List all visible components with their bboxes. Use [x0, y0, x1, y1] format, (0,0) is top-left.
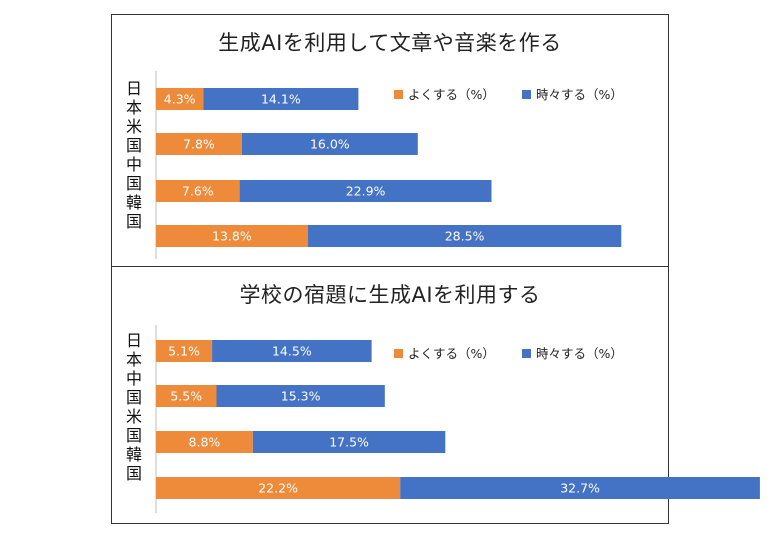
data-label: 13.8% [212, 229, 252, 244]
bar-often-米国 [156, 431, 253, 453]
legend-swatch [522, 90, 531, 99]
legend-swatch [394, 90, 403, 99]
bar-often-日本 [156, 88, 204, 110]
legend-swatch [522, 349, 531, 358]
bar-often-米国 [156, 133, 242, 155]
data-label: 7.8% [183, 137, 215, 152]
category-labels: 日本中国米国韓国 [125, 331, 142, 483]
data-label: 5.1% [168, 344, 200, 359]
bar-sometimes-韓国 [307, 225, 622, 247]
bar-sometimes-米国 [241, 133, 418, 155]
data-label: 16.0% [310, 137, 350, 152]
chart-plot: 4.3% 14.1% 7.8% 16.0% 7.6% 22.9% 13.8% 28.5% よくす… [155, 71, 623, 259]
chart-title: 生成AIを利用して文章や音楽を作る [218, 31, 562, 55]
bar-often-韓国 [156, 225, 308, 247]
legend-swatch [394, 349, 403, 358]
bar-often-中国 [156, 180, 240, 202]
legend-label: よくする（%） [408, 87, 495, 102]
chart-title: 学校の宿題に生成AIを利用する [239, 283, 541, 307]
data-label: 32.7% [560, 481, 600, 496]
category-labels: 日本米国中国韓国 [125, 79, 142, 231]
bar-sometimes-日本 [212, 340, 372, 362]
data-label: 4.3% [164, 92, 196, 107]
data-label: 22.2% [258, 481, 298, 496]
legend-label: 時々する（%） [536, 346, 623, 361]
data-label: 7.6% [182, 184, 214, 199]
chart-panel-homework: 学校の宿題に生成AIを利用する 日本中国米国韓国 5.1% 14.5% 5.5% 15… [111, 266, 760, 524]
bar-often-中国 [156, 385, 217, 407]
data-label: 15.3% [281, 389, 321, 404]
chart-plot: 5.1% 14.5% 5.5% 15.3% 8.8% 17.5% 22.2% 32.7% よくす… [155, 325, 760, 513]
bar-sometimes-中国 [239, 180, 492, 202]
legend-label: 時々する（%） [536, 87, 623, 102]
bar-often-日本 [156, 340, 213, 362]
data-label: 14.5% [272, 344, 312, 359]
data-label: 22.9% [346, 184, 386, 199]
bar-sometimes-中国 [216, 385, 385, 407]
data-label: 17.5% [329, 435, 369, 450]
chart-panel-generate-content: 生成AIを利用して文章や音楽を作る 日本米国中国韓国 4.3% 14.1% 7.8%… [111, 14, 669, 268]
data-label: 8.8% [189, 435, 221, 450]
bar-sometimes-韓国 [400, 477, 760, 499]
bar-sometimes-日本 [203, 88, 359, 110]
legend-label: よくする（%） [408, 346, 495, 361]
bar-sometimes-米国 [252, 431, 446, 453]
data-label: 14.1% [261, 92, 301, 107]
data-label: 5.5% [170, 389, 202, 404]
data-label: 28.5% [445, 229, 485, 244]
bar-often-韓国 [156, 477, 401, 499]
